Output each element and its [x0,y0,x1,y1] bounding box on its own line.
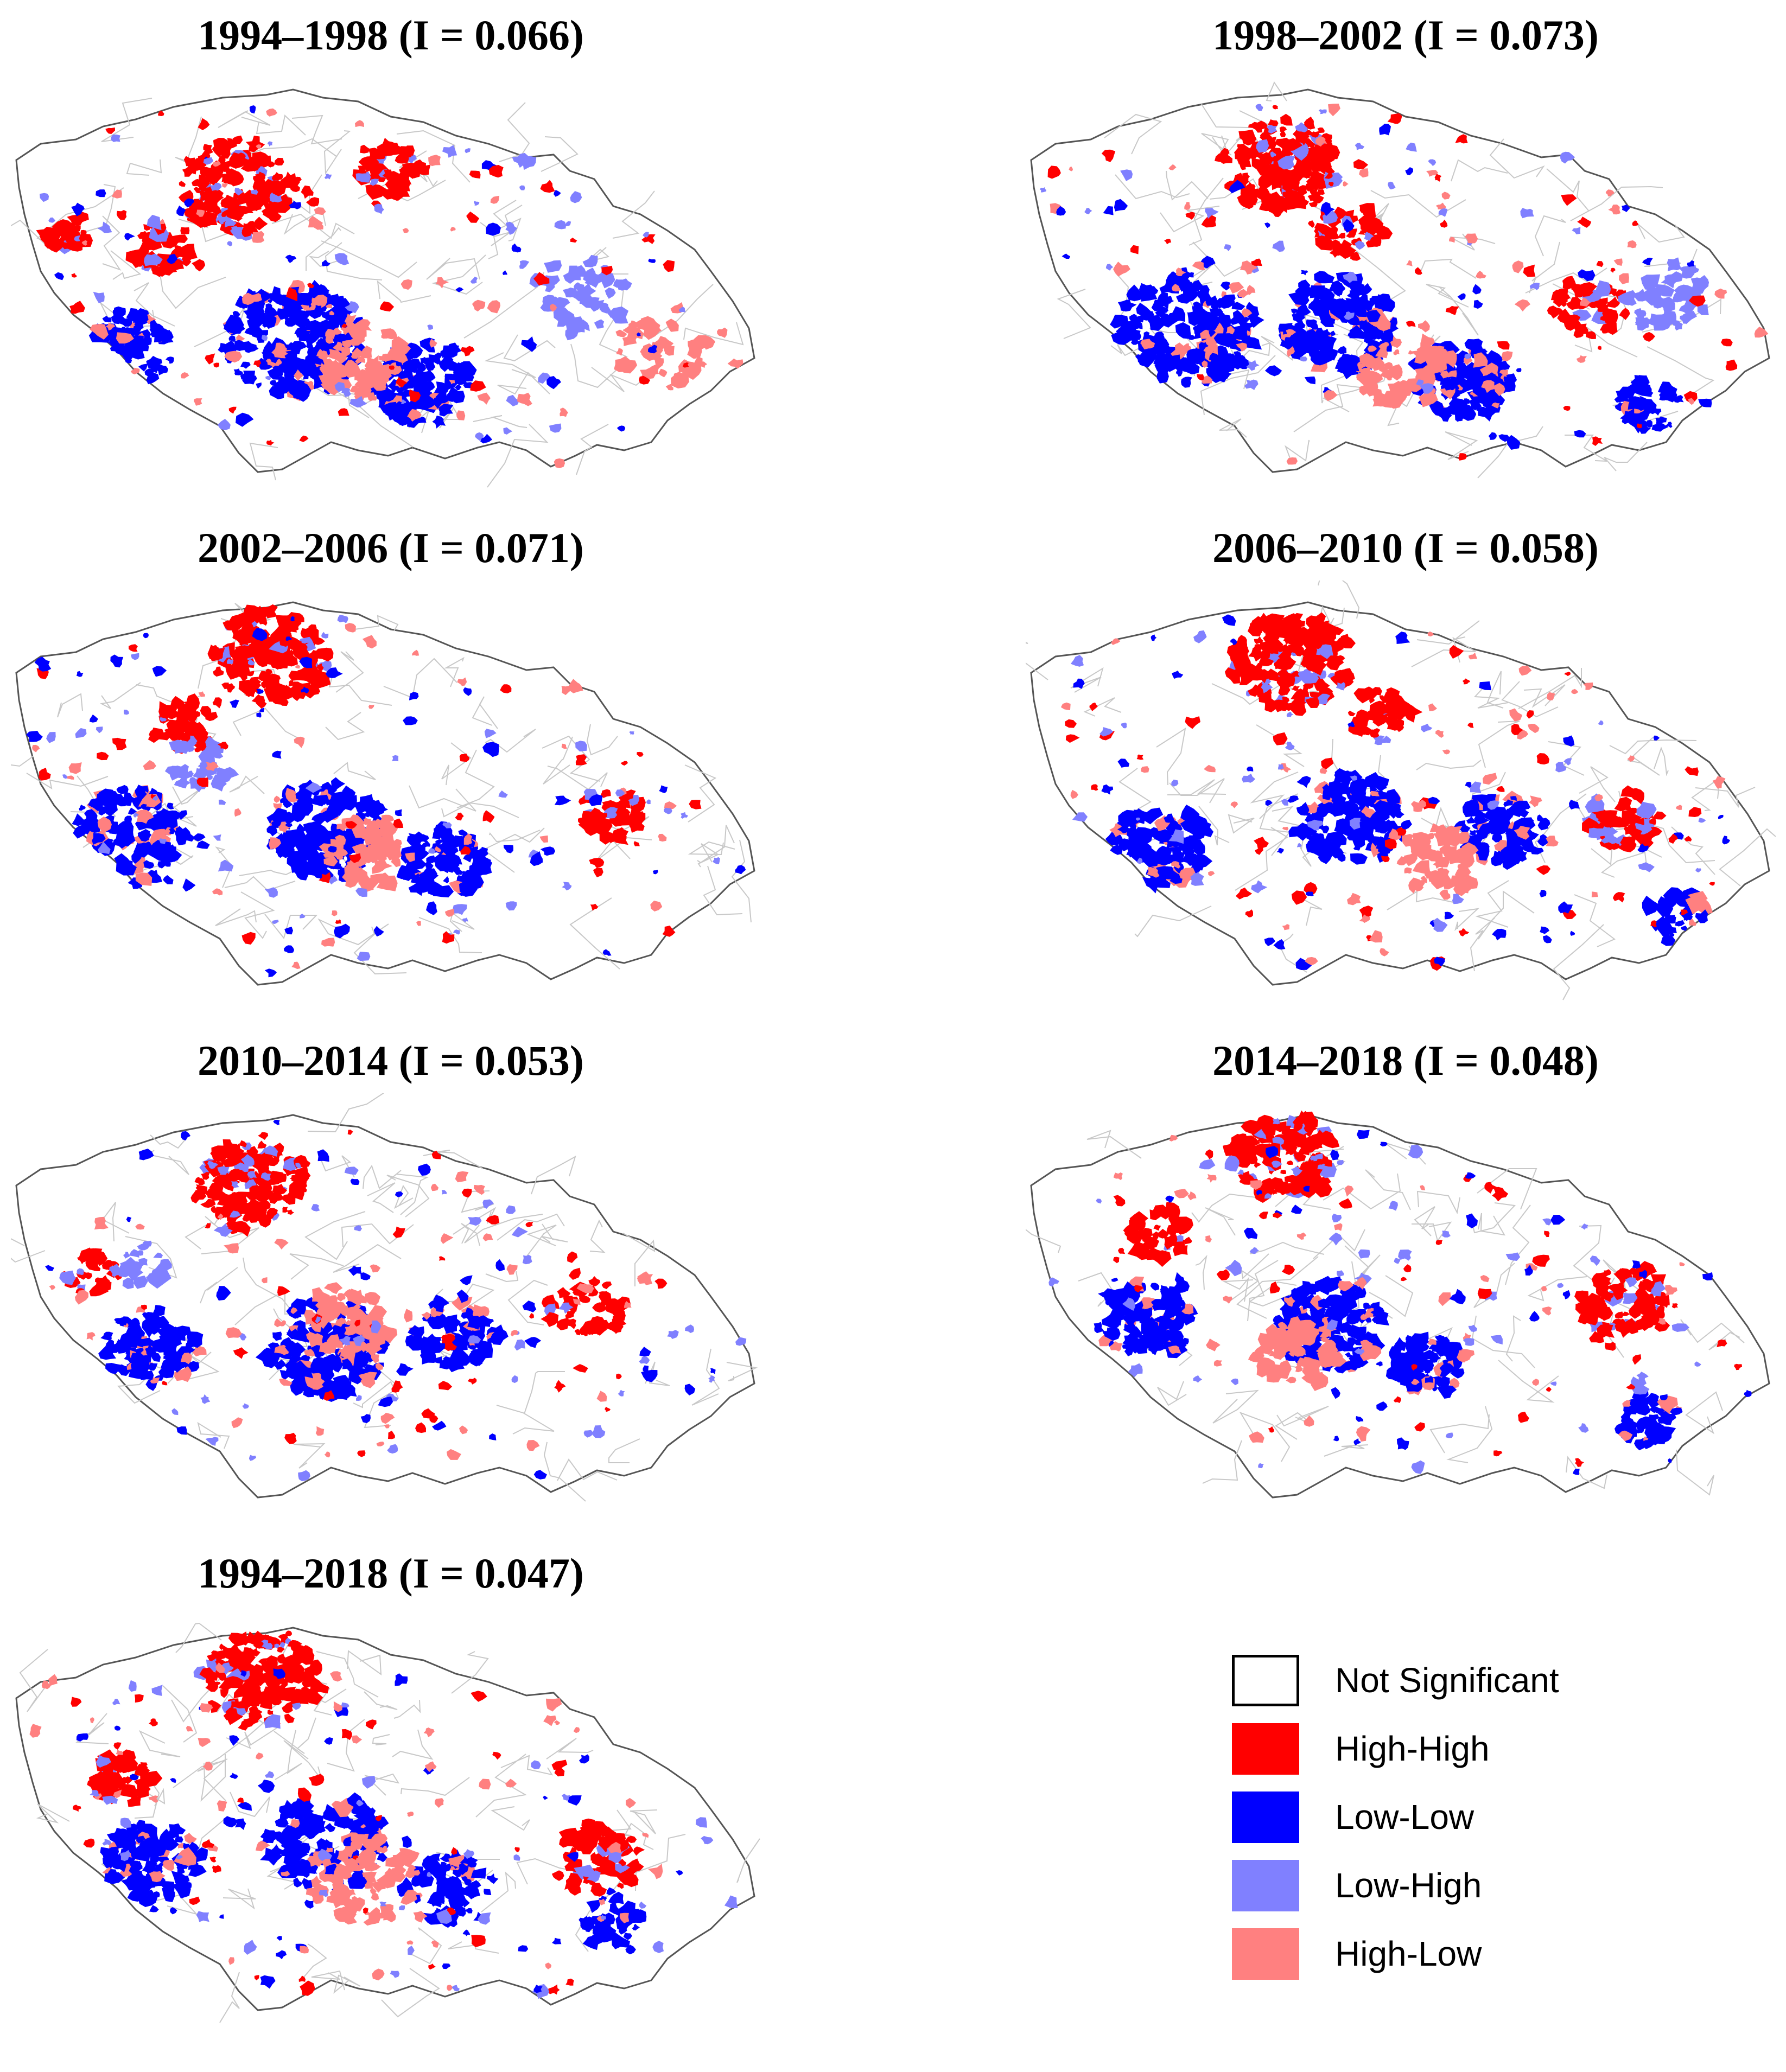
legend-label: Not Significant [1335,1661,1559,1700]
map-panel-1994-1998: 1994–1998 (I = 0.066) [11,8,771,518]
lisa-clusters [1048,1110,1752,1475]
map-panel-2014-2018: 2014–2018 (I = 0.048) [1026,1034,1785,1544]
czech-lisa-map [1026,1110,1770,1499]
map-panel-2010-2014: 2010–2014 (I = 0.053) [11,1034,771,1544]
legend-item-not-significant: Not Significant [1232,1655,1666,1706]
legend-item-low-low: Low-Low [1232,1792,1666,1843]
country-outline [1030,601,1770,986]
lisa-clusters [1039,104,1769,465]
country-outline [1030,1114,1770,1499]
legend-label: Low-Low [1335,1797,1474,1837]
map-panel-2006-2010: 2006–2010 (I = 0.058) [1026,521,1785,1031]
legend-swatch [1232,1723,1299,1775]
lisa-clusters [26,604,746,978]
lisa-clusters [36,105,743,468]
czech-lisa-map [15,1622,760,2023]
panel-title: 2014–2018 (I = 0.048) [1212,1037,1599,1084]
map-panel-1994-2018: 1994–2018 (I = 0.047) [11,1546,771,2056]
czech-lisa-map [11,88,755,488]
czech-lisa-map [11,1093,758,1502]
panel-title: 1994–2018 (I = 0.047) [198,1550,584,1597]
map-legend: Not Significant High-High Low-Low Low-Hi… [1232,1655,1666,2024]
lisa-clusters [45,1120,747,1482]
country-outline [15,1114,755,1499]
lisa-clusters [29,1630,738,1999]
legend-label: Low-High [1335,1866,1482,1905]
panel-title: 2002–2006 (I = 0.071) [198,524,584,571]
legend-item-low-high: Low-High [1232,1860,1666,1911]
czech-lisa-map [1026,581,1776,1000]
legend-swatch [1232,1655,1299,1706]
map-panel-1998-2002: 1998–2002 (I = 0.073) [1026,8,1785,518]
legend-label: High-High [1335,1729,1490,1768]
legend-swatch [1232,1860,1299,1911]
legend-swatch [1232,1792,1299,1843]
panel-title: 1994–1998 (I = 0.066) [198,11,584,59]
panel-title: 2010–2014 (I = 0.053) [198,1037,584,1084]
legend-swatch [1232,1928,1299,1980]
lisa-clusters [1060,612,1730,971]
legend-label: High-Low [1335,1934,1482,1973]
map-panel-2002-2006: 2002–2006 (I = 0.071) [11,521,771,1031]
panel-title: 2006–2010 (I = 0.058) [1212,524,1599,571]
czech-lisa-map [11,601,755,986]
czech-lisa-map [1030,81,1770,479]
legend-item-high-high: High-High [1232,1723,1666,1775]
panel-title: 1998–2002 (I = 0.073) [1212,11,1599,59]
legend-item-high-low: High-Low [1232,1928,1666,1980]
